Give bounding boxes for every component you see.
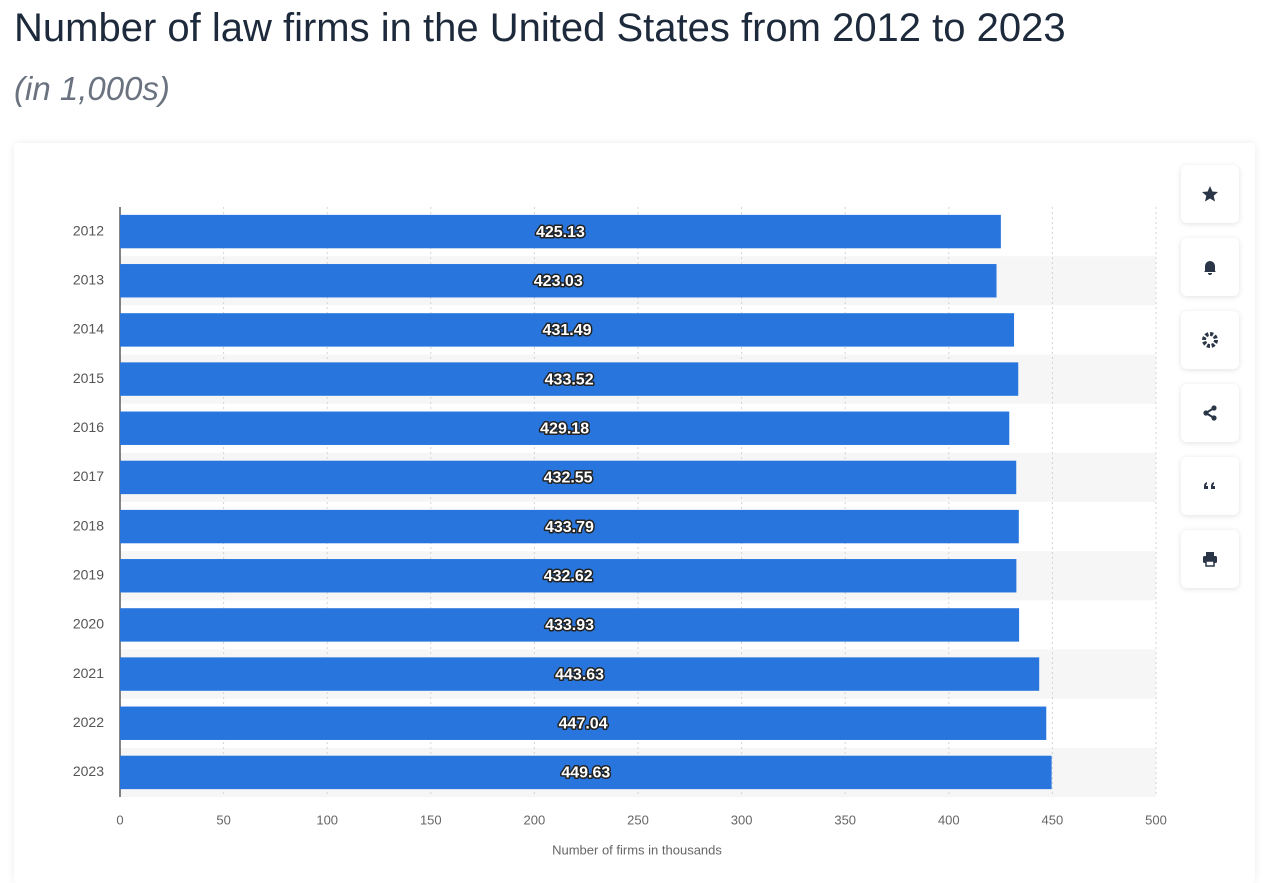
bar: [120, 706, 1047, 740]
data-label: 443.63: [555, 666, 604, 683]
cite-button[interactable]: [1181, 457, 1239, 515]
x-tick-label: 300: [731, 812, 753, 827]
bar: [120, 559, 1017, 593]
x-tick-label: 150: [420, 812, 442, 827]
x-tick-label: 500: [1145, 812, 1167, 827]
y-tick-label: 2020: [73, 616, 104, 632]
y-tick-label: 2017: [73, 468, 104, 484]
y-tick-label: 2014: [73, 321, 104, 337]
data-label: 433.52: [545, 371, 594, 388]
data-label: 423.03: [534, 273, 583, 290]
y-tick-label: 2015: [73, 370, 104, 386]
x-tick-label: 450: [1042, 812, 1064, 827]
x-tick-label: 200: [524, 812, 546, 827]
y-tick-label: 2018: [73, 517, 104, 533]
data-label: 433.79: [545, 519, 594, 536]
bar: [120, 362, 1019, 396]
y-tick-label: 2022: [73, 714, 104, 730]
x-tick-label: 350: [834, 812, 856, 827]
bar: [120, 264, 997, 298]
x-tick-label: 0: [116, 812, 123, 827]
y-tick-label: 2023: [73, 763, 104, 779]
favorite-button[interactable]: [1181, 165, 1239, 223]
bar: [120, 755, 1052, 790]
y-tick-label: 2013: [73, 271, 104, 287]
bar: [120, 214, 1001, 249]
bar: [120, 411, 1010, 445]
bar: [120, 509, 1019, 544]
x-tick-label: 400: [938, 812, 960, 827]
bar: [120, 460, 1017, 495]
data-label: 447.04: [559, 715, 608, 732]
bar: [120, 313, 1015, 347]
y-tick-label: 2012: [73, 222, 104, 238]
data-label: 432.62: [544, 568, 593, 585]
print-button[interactable]: [1181, 530, 1239, 588]
x-tick-label: 250: [627, 812, 649, 827]
data-label: 449.63: [561, 765, 610, 782]
chart-title: Number of law firms in the United States…: [14, 6, 1066, 50]
y-tick-label: 2019: [73, 566, 104, 582]
bar: [120, 657, 1040, 691]
data-label: 431.49: [543, 322, 592, 339]
notification-button[interactable]: [1181, 238, 1239, 296]
data-label: 433.93: [545, 617, 594, 634]
chart-subtitle: (in 1,000s): [14, 70, 170, 107]
share-button[interactable]: [1181, 384, 1239, 442]
data-label: 425.13: [536, 224, 585, 241]
bar: [120, 608, 1020, 642]
x-tick-label: 100: [316, 812, 338, 827]
settings-button[interactable]: [1181, 311, 1239, 369]
x-axis-label: Number of firms in thousands: [552, 842, 722, 857]
data-label: 429.18: [540, 420, 589, 437]
y-tick-label: 2016: [73, 419, 104, 435]
data-label: 432.55: [544, 470, 593, 487]
y-tick-label: 2021: [73, 665, 104, 681]
x-tick-label: 50: [216, 812, 230, 827]
